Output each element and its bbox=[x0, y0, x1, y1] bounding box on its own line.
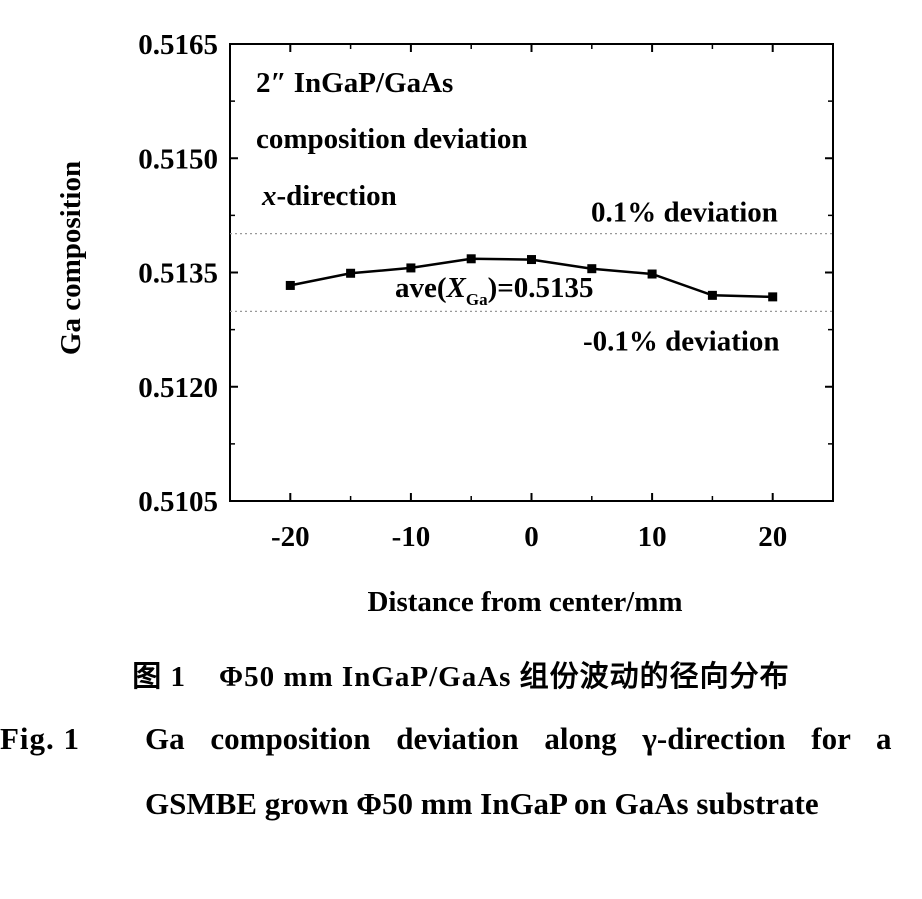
x-tick-label: 20 bbox=[758, 521, 787, 553]
y-tick-label: 0.5120 bbox=[138, 372, 218, 404]
reference-line-label: 0.1% deviation bbox=[591, 197, 778, 229]
x-tick-label: -10 bbox=[392, 521, 431, 553]
data-point-marker bbox=[587, 264, 597, 274]
annotation-sample: 2″ InGaP/GaAs bbox=[256, 67, 453, 99]
data-point-marker bbox=[647, 269, 657, 279]
data-series bbox=[285, 254, 778, 302]
annotation-composition-deviation: composition deviation bbox=[256, 123, 528, 155]
y-tick-label: 0.5105 bbox=[138, 486, 218, 518]
data-point-marker bbox=[707, 290, 717, 300]
caption-english-line1: Ga composition deviation along γ-directi… bbox=[145, 721, 892, 756]
annotation-direction: x-direction bbox=[261, 180, 397, 212]
axis-ticks bbox=[229, 43, 834, 502]
data-point-marker bbox=[406, 263, 416, 273]
y-axis-title: Ga composition bbox=[55, 161, 87, 355]
reference-line-label: -0.1% deviation bbox=[583, 325, 780, 357]
x-tick-label: 10 bbox=[638, 521, 667, 553]
x-tick-label: 0 bbox=[524, 521, 539, 553]
data-point-marker bbox=[346, 268, 356, 278]
data-point-marker bbox=[768, 292, 778, 302]
x-axis-title: Distance from center/mm bbox=[367, 586, 682, 618]
data-point-marker bbox=[466, 254, 476, 264]
caption-figure-label: Fig. 1 bbox=[0, 721, 81, 756]
y-tick-label: 0.5165 bbox=[138, 29, 218, 61]
axis-labels: 0.5105 0.5120 0.5135 0.5150 0.5165 -20 -10 0 10 2… bbox=[55, 29, 787, 618]
data-point-marker bbox=[285, 280, 295, 290]
caption-chinese: 图 1 Φ50 mm InGaP/GaAs 组份波动的径向分布 bbox=[132, 661, 790, 693]
y-tick-label: 0.5135 bbox=[138, 258, 218, 290]
data-point-marker bbox=[527, 255, 536, 265]
annotation-average: ave(XGa)=0.5135 bbox=[395, 272, 594, 309]
caption-english-line2: GSMBE grown Φ50 mm InGaP on GaAs substra… bbox=[145, 786, 819, 821]
y-tick-label: 0.5150 bbox=[138, 143, 218, 175]
x-tick-label: -20 bbox=[271, 521, 310, 553]
reference-lines bbox=[230, 233, 833, 312]
chart: 0.5105 0.5120 0.5135 0.5150 0.5165 -20 -10 0 10 2… bbox=[55, 29, 834, 618]
